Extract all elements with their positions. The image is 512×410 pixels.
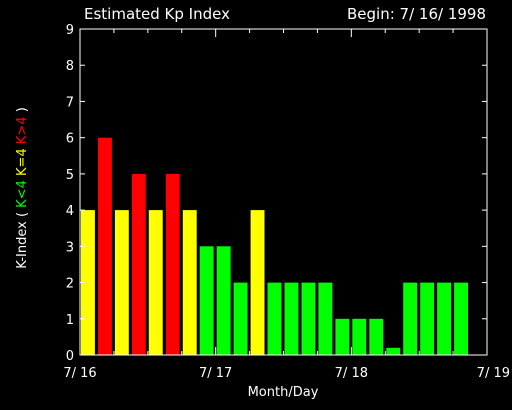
y-label-high: K>4 xyxy=(15,116,30,144)
kp-bar xyxy=(114,210,129,355)
y-tick-label: 2 xyxy=(66,277,74,292)
x-tick-label: 7/ 16 xyxy=(63,366,96,381)
kp-bar xyxy=(98,137,112,355)
y-tick-label: 5 xyxy=(66,168,74,183)
kp-bar xyxy=(284,282,299,355)
y-tick-label: 9 xyxy=(66,23,74,38)
kp-bar xyxy=(318,282,333,355)
kp-bar xyxy=(216,246,231,355)
kp-bar xyxy=(131,173,146,355)
chart-title: Estimated Kp Index xyxy=(84,5,230,23)
kp-bar xyxy=(148,210,163,355)
kp-bar xyxy=(386,347,401,355)
y-label-low: K<4 xyxy=(15,180,30,208)
kp-bar xyxy=(454,282,468,355)
x-tick-label: 7/ 17 xyxy=(199,366,232,381)
kp-bar xyxy=(267,282,282,355)
y-label-prefix: K-Index ( xyxy=(15,208,30,269)
kp-bar xyxy=(335,318,350,355)
kp-bar xyxy=(199,246,214,355)
x-tick-label: 7/ 19 xyxy=(477,366,510,381)
y-axis-label: K-Index ( K<4 K=4 K>4 ) xyxy=(15,107,30,269)
y-tick-label: 6 xyxy=(66,132,74,147)
kp-bar xyxy=(233,282,248,355)
y-tick-label: 8 xyxy=(66,59,74,74)
y-tick-label: 0 xyxy=(66,349,74,364)
kp-bar xyxy=(182,210,197,355)
plot-frame xyxy=(79,28,488,356)
kp-bar xyxy=(369,318,384,355)
kp-bar xyxy=(352,318,367,355)
y-tick-label: 3 xyxy=(66,240,74,255)
kp-bar xyxy=(437,282,451,355)
y-label-suffix: ) xyxy=(15,107,30,116)
x-tick-label: 7/ 18 xyxy=(335,366,368,381)
begin-date-label: Begin: 7/ 16/ 1998 xyxy=(347,5,486,23)
kp-bar xyxy=(403,282,418,355)
kp-bar xyxy=(250,210,265,355)
kp-bar xyxy=(301,282,316,355)
y-label-equal: K=4 xyxy=(15,148,30,176)
kp-bar xyxy=(420,282,435,355)
x-axis-ticks: 7/ 16 7/ 17 7/ 18 7/ 19 xyxy=(63,29,510,381)
kp-bar xyxy=(165,173,180,355)
x-axis-label: Month/Day xyxy=(248,385,319,400)
y-tick-label: 4 xyxy=(66,204,74,219)
y-tick-label: 7 xyxy=(66,95,74,110)
bars-group xyxy=(81,137,468,355)
y-tick-label: 1 xyxy=(66,313,74,328)
